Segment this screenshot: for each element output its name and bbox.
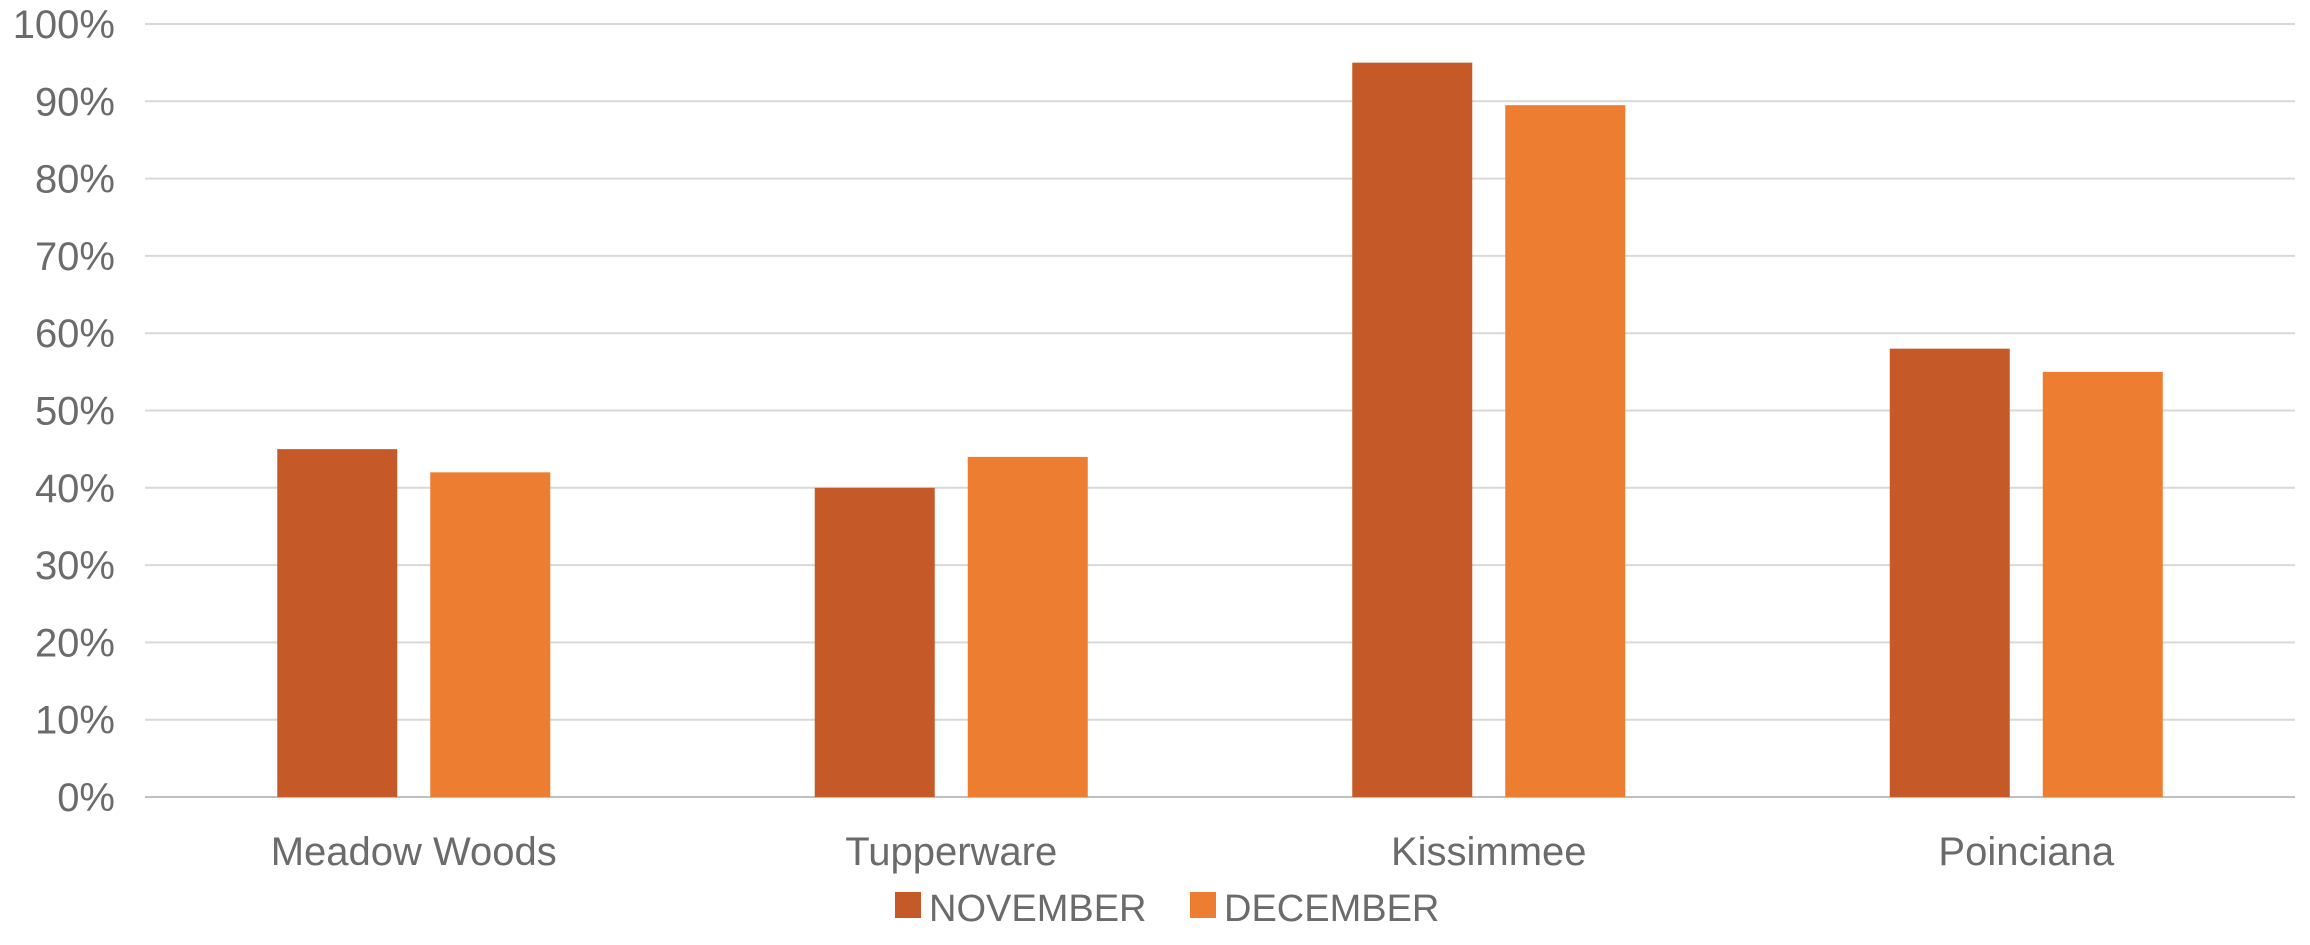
y-tick-label: 80%	[35, 158, 115, 202]
bar-december-tupperware	[967, 456, 1088, 797]
legend-swatch-november	[895, 892, 921, 918]
y-tick-label: 50%	[35, 390, 115, 434]
y-tick-label: 70%	[35, 235, 115, 279]
y-tick-label: 100%	[13, 3, 115, 47]
bar-december-meadow-woods	[430, 472, 551, 797]
y-axis: 0% 10% 20% 30% 40% 50% 60% 70% 80% 90% 100%	[13, 3, 115, 820]
bar-november-kissimmee	[1352, 62, 1473, 797]
y-tick-label: 40%	[35, 467, 115, 511]
bar-november-tupperware	[814, 487, 935, 797]
x-category-label: Meadow Woods	[271, 830, 557, 874]
y-tick-label: 0%	[57, 776, 115, 820]
bar-december-poinciana	[2042, 371, 2163, 797]
legend: NOVEMBER DECEMBER	[895, 888, 1439, 930]
x-axis: Meadow Woods Tupperware Kissimmee Poinciana	[271, 830, 2115, 874]
bars	[277, 62, 2163, 798]
y-tick-label: 10%	[35, 699, 115, 743]
bar-december-kissimmee	[1505, 105, 1626, 798]
legend-label-december: DECEMBER	[1224, 888, 1439, 930]
bar-november-meadow-woods	[277, 449, 398, 797]
y-tick-label: 20%	[35, 621, 115, 665]
y-tick-label: 30%	[35, 544, 115, 588]
x-category-label: Kissimmee	[1391, 830, 1587, 874]
bar-november-poinciana	[1889, 348, 2010, 797]
x-category-label: Poinciana	[1938, 830, 2114, 874]
x-category-label: Tupperware	[845, 830, 1057, 874]
legend-label-november: NOVEMBER	[929, 888, 1146, 930]
y-tick-label: 90%	[35, 80, 115, 124]
y-tick-label: 60%	[35, 312, 115, 356]
legend-swatch-december	[1190, 892, 1216, 918]
